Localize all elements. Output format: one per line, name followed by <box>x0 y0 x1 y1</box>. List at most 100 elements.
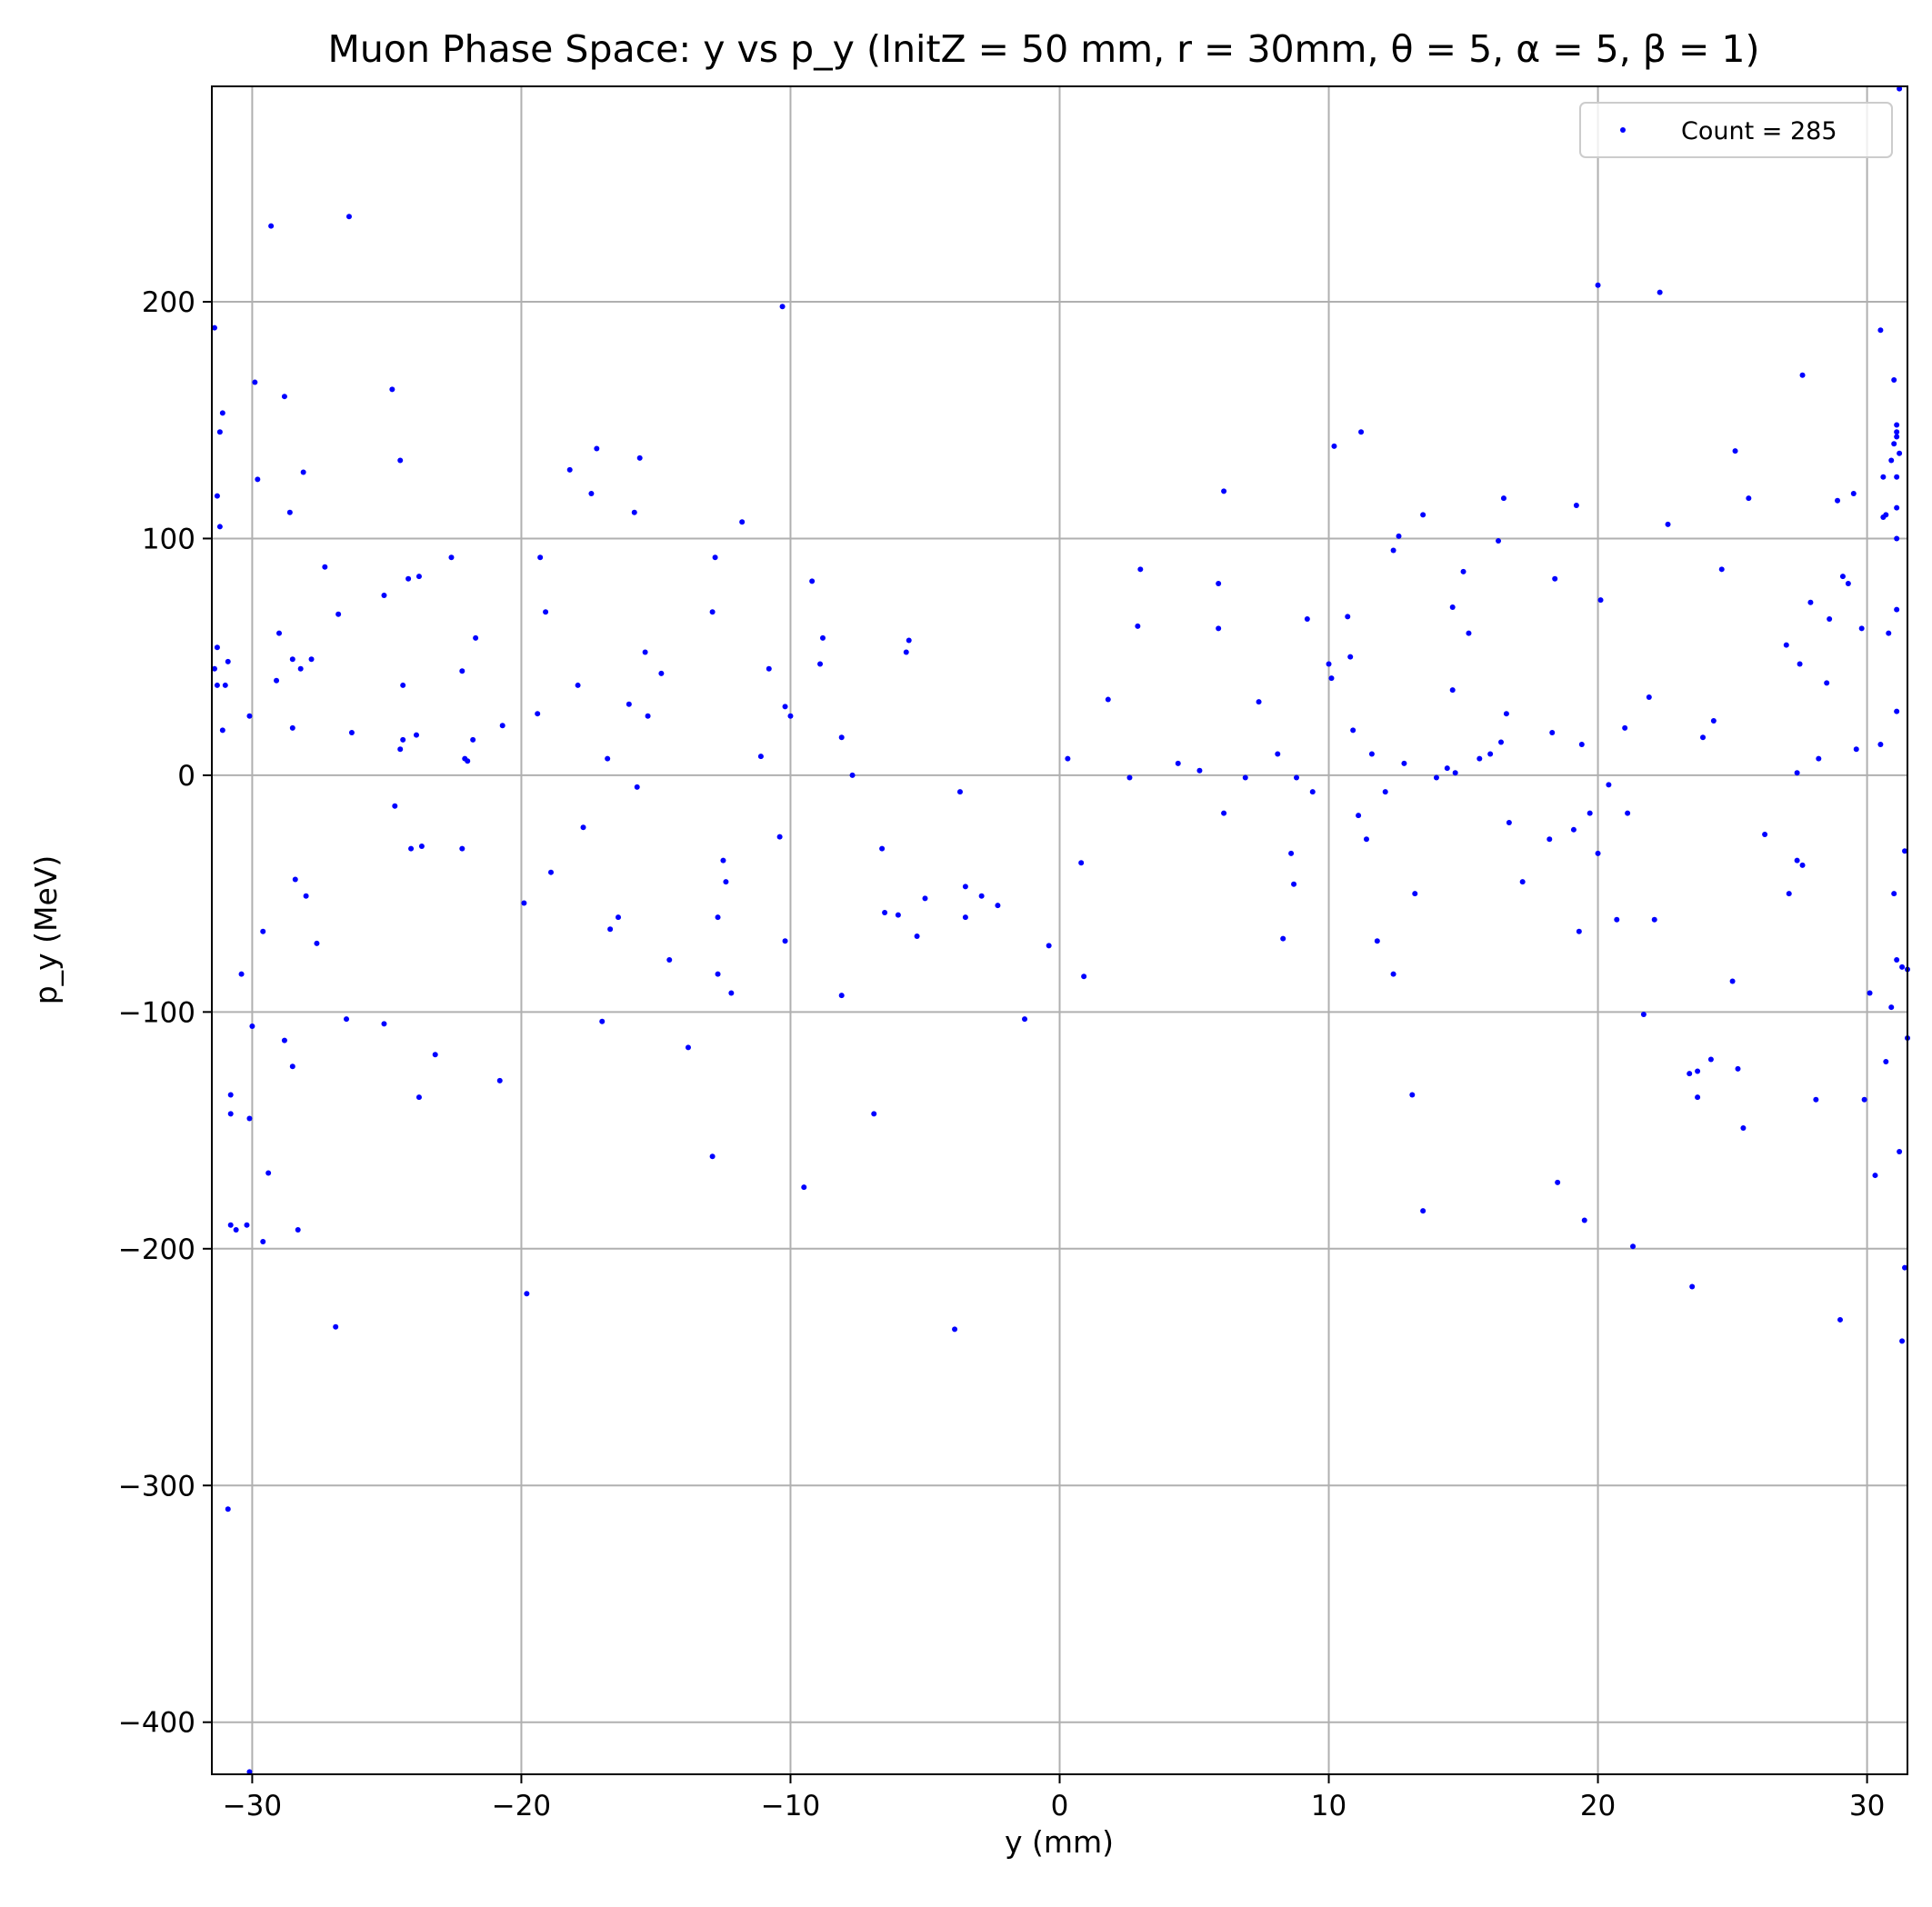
data-point <box>666 957 673 963</box>
data-point <box>1137 566 1144 573</box>
data-point <box>636 454 643 461</box>
data-point <box>260 1238 266 1244</box>
data-point <box>1196 767 1203 774</box>
data-point <box>1555 1179 1561 1185</box>
data-point <box>381 1021 387 1027</box>
data-point <box>276 630 283 636</box>
data-point <box>1794 770 1800 776</box>
y-tick-label: 0 <box>177 760 195 793</box>
data-point <box>1500 495 1507 502</box>
data-point <box>715 971 721 977</box>
data-point <box>720 857 726 864</box>
data-point <box>1689 1283 1696 1290</box>
data-point <box>1877 742 1884 748</box>
data-point <box>1105 696 1111 703</box>
data-point <box>599 1018 606 1024</box>
data-point <box>1216 580 1222 586</box>
data-point <box>1477 755 1483 762</box>
data-point <box>1710 718 1717 724</box>
data-point <box>448 554 455 561</box>
data-point <box>634 784 640 790</box>
data-point <box>418 844 425 850</box>
data-point <box>405 575 412 582</box>
data-point <box>1888 457 1895 464</box>
data-point <box>1460 568 1467 574</box>
data-point <box>225 1506 231 1513</box>
data-point <box>776 834 783 840</box>
data-point <box>1877 327 1884 334</box>
data-point <box>1331 443 1337 449</box>
data-point <box>1412 891 1418 897</box>
data-point <box>300 469 306 475</box>
data-point <box>1718 566 1725 573</box>
scatter-points <box>211 85 1910 1775</box>
data-point <box>642 649 648 655</box>
data-point <box>1046 943 1052 949</box>
data-point <box>1358 429 1365 435</box>
data-point <box>882 909 888 915</box>
data-point <box>1894 708 1900 714</box>
data-point <box>1345 614 1351 620</box>
y-tick-label: −200 <box>118 1233 195 1266</box>
data-point <box>1256 699 1262 705</box>
data-point <box>289 656 295 663</box>
data-point <box>712 554 718 561</box>
x-tick-label: 30 <box>1849 1790 1885 1822</box>
data-point <box>548 869 554 875</box>
data-point <box>281 1037 287 1043</box>
x-tick-label: 0 <box>1051 1790 1069 1822</box>
data-point <box>757 754 764 760</box>
data-point <box>1390 547 1396 554</box>
data-point <box>1891 376 1897 383</box>
data-point <box>1587 810 1593 816</box>
data-point <box>1746 495 1752 502</box>
data-point <box>1570 826 1577 833</box>
grid-lines <box>212 86 1907 1774</box>
data-point <box>345 214 352 220</box>
data-point <box>1839 574 1846 580</box>
data-point <box>255 476 261 483</box>
data-point <box>1216 625 1222 632</box>
data-point <box>344 1016 350 1023</box>
data-point <box>1894 434 1900 440</box>
data-point <box>607 926 614 933</box>
data-point <box>801 1184 807 1191</box>
data-point <box>1309 789 1316 795</box>
data-point <box>1288 850 1295 856</box>
data-point <box>1729 978 1736 984</box>
data-point <box>995 903 1001 909</box>
data-point <box>1578 742 1585 748</box>
data-point <box>1420 1208 1426 1214</box>
data-point <box>1762 832 1768 838</box>
data-point <box>214 644 220 651</box>
data-point <box>1449 687 1456 694</box>
data-point <box>1695 1068 1701 1074</box>
x-tick-label: −20 <box>492 1790 551 1822</box>
data-point <box>227 1111 234 1117</box>
data-point <box>685 1044 691 1051</box>
data-point <box>1794 857 1800 864</box>
data-point <box>214 493 220 499</box>
data-point <box>1858 625 1865 632</box>
data-point <box>1597 597 1604 604</box>
data-point <box>415 574 422 580</box>
data-point <box>1894 429 1900 435</box>
data-point <box>227 1222 234 1228</box>
data-point <box>723 879 729 885</box>
data-point <box>274 677 280 684</box>
data-point <box>1735 1065 1741 1072</box>
data-point <box>415 1094 422 1101</box>
data-point <box>1894 957 1900 963</box>
data-point <box>303 893 309 899</box>
data-point <box>1867 990 1873 996</box>
data-point <box>1363 836 1369 843</box>
data-point <box>1902 848 1908 854</box>
data-point <box>1328 675 1335 682</box>
data-point <box>286 509 293 515</box>
data-point <box>728 990 735 996</box>
data-point <box>216 429 223 435</box>
data-point <box>1350 727 1356 734</box>
data-point <box>281 394 287 400</box>
data-point <box>1837 1316 1843 1323</box>
